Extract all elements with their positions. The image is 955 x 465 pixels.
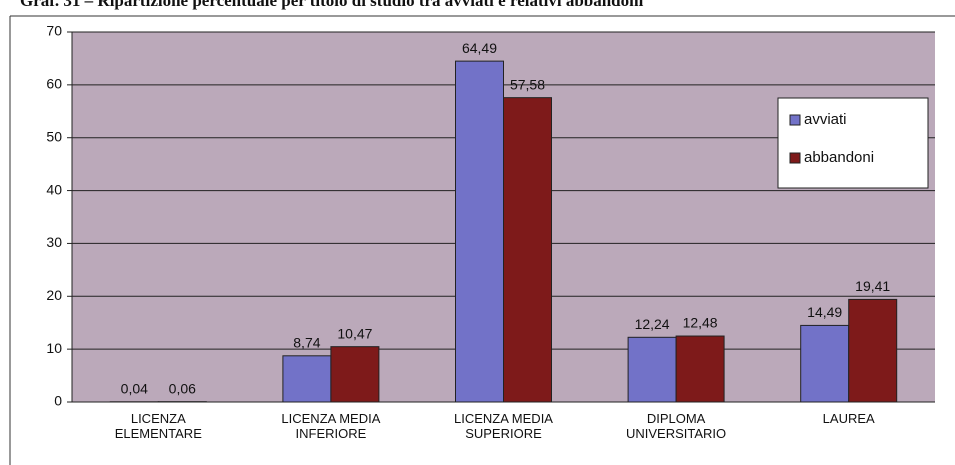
legend-box — [777, 97, 929, 189]
legend-swatch — [789, 114, 801, 126]
legend-swatch — [789, 152, 801, 164]
value-label: 14,49 — [807, 304, 842, 320]
value-label: 57,58 — [510, 76, 545, 92]
bar — [627, 336, 677, 403]
x-tick-label: LICENZA MEDIA INFERIORE — [281, 411, 380, 441]
value-label: 8,74 — [293, 335, 320, 351]
bar — [455, 60, 504, 403]
y-tick-label: 20 — [46, 287, 62, 303]
x-tick-label: LICENZA ELEMENTARE — [115, 411, 202, 441]
bar — [330, 346, 380, 403]
value-label: 0,06 — [169, 380, 196, 396]
bar — [282, 355, 332, 403]
bar — [675, 335, 725, 403]
value-label: 12,24 — [635, 316, 670, 332]
legend-label: avviati — [804, 111, 847, 128]
value-label: 12,48 — [683, 315, 718, 331]
y-tick-label: 30 — [46, 234, 62, 250]
bar — [800, 324, 850, 403]
value-label: 0,04 — [121, 380, 148, 396]
y-tick-label: 70 — [46, 23, 62, 39]
y-tick-label: 10 — [46, 340, 62, 356]
legend-label: abbandoni — [804, 149, 874, 166]
bar — [503, 97, 552, 403]
y-tick-label: 40 — [46, 181, 62, 197]
value-label: 19,41 — [855, 278, 890, 294]
chart-title: Graf. 31 – Ripartizione percentuale per … — [20, 0, 644, 10]
x-tick-label: DIPLOMA UNIVERSITARIO — [626, 411, 726, 441]
x-tick-label: LICENZA MEDIA SUPERIORE — [454, 411, 553, 441]
y-tick-label: 50 — [46, 128, 62, 144]
value-label: 64,49 — [462, 40, 497, 56]
value-label: 10,47 — [337, 325, 372, 341]
x-tick-label: LAUREA — [823, 411, 875, 426]
y-tick-label: 0 — [54, 393, 62, 409]
y-tick-label: 60 — [46, 76, 62, 92]
bar — [848, 298, 898, 403]
